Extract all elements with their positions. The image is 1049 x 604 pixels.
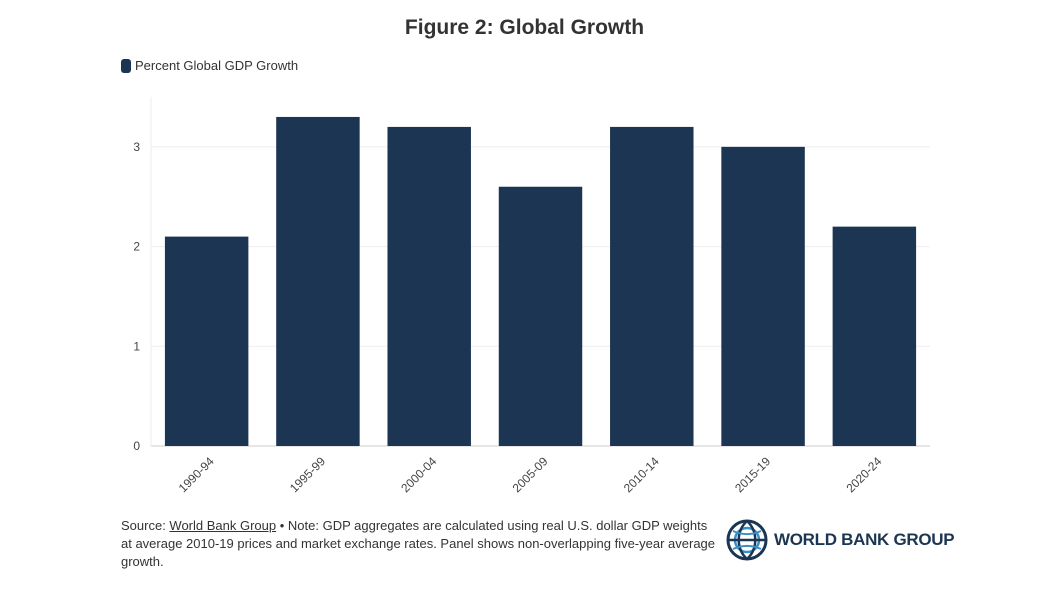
x-tick-label: 1990-94	[176, 454, 217, 495]
bar-2005-09[interactable]	[498, 186, 583, 446]
legend[interactable]: Percent Global GDP Growth	[121, 58, 298, 73]
legend-swatch	[121, 58, 131, 73]
bar-1995-99[interactable]	[276, 116, 360, 446]
source-link[interactable]: World Bank Group	[169, 518, 277, 533]
legend-label: Percent Global GDP Growth	[135, 58, 299, 73]
logo-text: WORLD BANK GROUP	[774, 530, 955, 549]
x-tick-label: 2020-24	[843, 454, 884, 495]
x-tick-label: 2015-19	[732, 454, 773, 495]
bar-2000-04[interactable]	[387, 126, 471, 447]
source-note: Source: World Bank Group • Note: GDP agg…	[121, 517, 721, 571]
x-tick-label: 2005-09	[510, 454, 551, 495]
y-axis-ticks: 0 1 2 3	[133, 140, 140, 453]
x-tick-label: 1995-99	[287, 454, 328, 495]
y-tick-label: 0	[133, 439, 140, 453]
world-bank-globe-icon	[726, 519, 768, 561]
source-note-text: • Note: GDP aggregates are calculated us…	[121, 518, 716, 569]
chart-title: Figure 2: Global Growth	[404, 16, 645, 39]
x-tick-label: 2010-14	[621, 454, 662, 495]
y-tick-label: 1	[133, 339, 140, 353]
bars	[164, 116, 917, 447]
y-tick-label: 3	[133, 140, 140, 154]
bar-2020-24[interactable]	[832, 226, 917, 446]
y-tick-label: 2	[133, 240, 140, 254]
x-tick-label: 2000-04	[398, 454, 439, 495]
x-axis-ticks: 1990-94 1995-99 2000-04 2005-09 2010-14 2015-…	[176, 454, 885, 495]
bar-2015-19[interactable]	[721, 146, 805, 446]
source-prefix: Source:	[121, 518, 170, 533]
world-bank-logo: WORLD BANK GROUP	[726, 519, 955, 561]
bar-1990-94[interactable]	[164, 236, 249, 446]
bar-2010-14[interactable]	[610, 126, 694, 447]
